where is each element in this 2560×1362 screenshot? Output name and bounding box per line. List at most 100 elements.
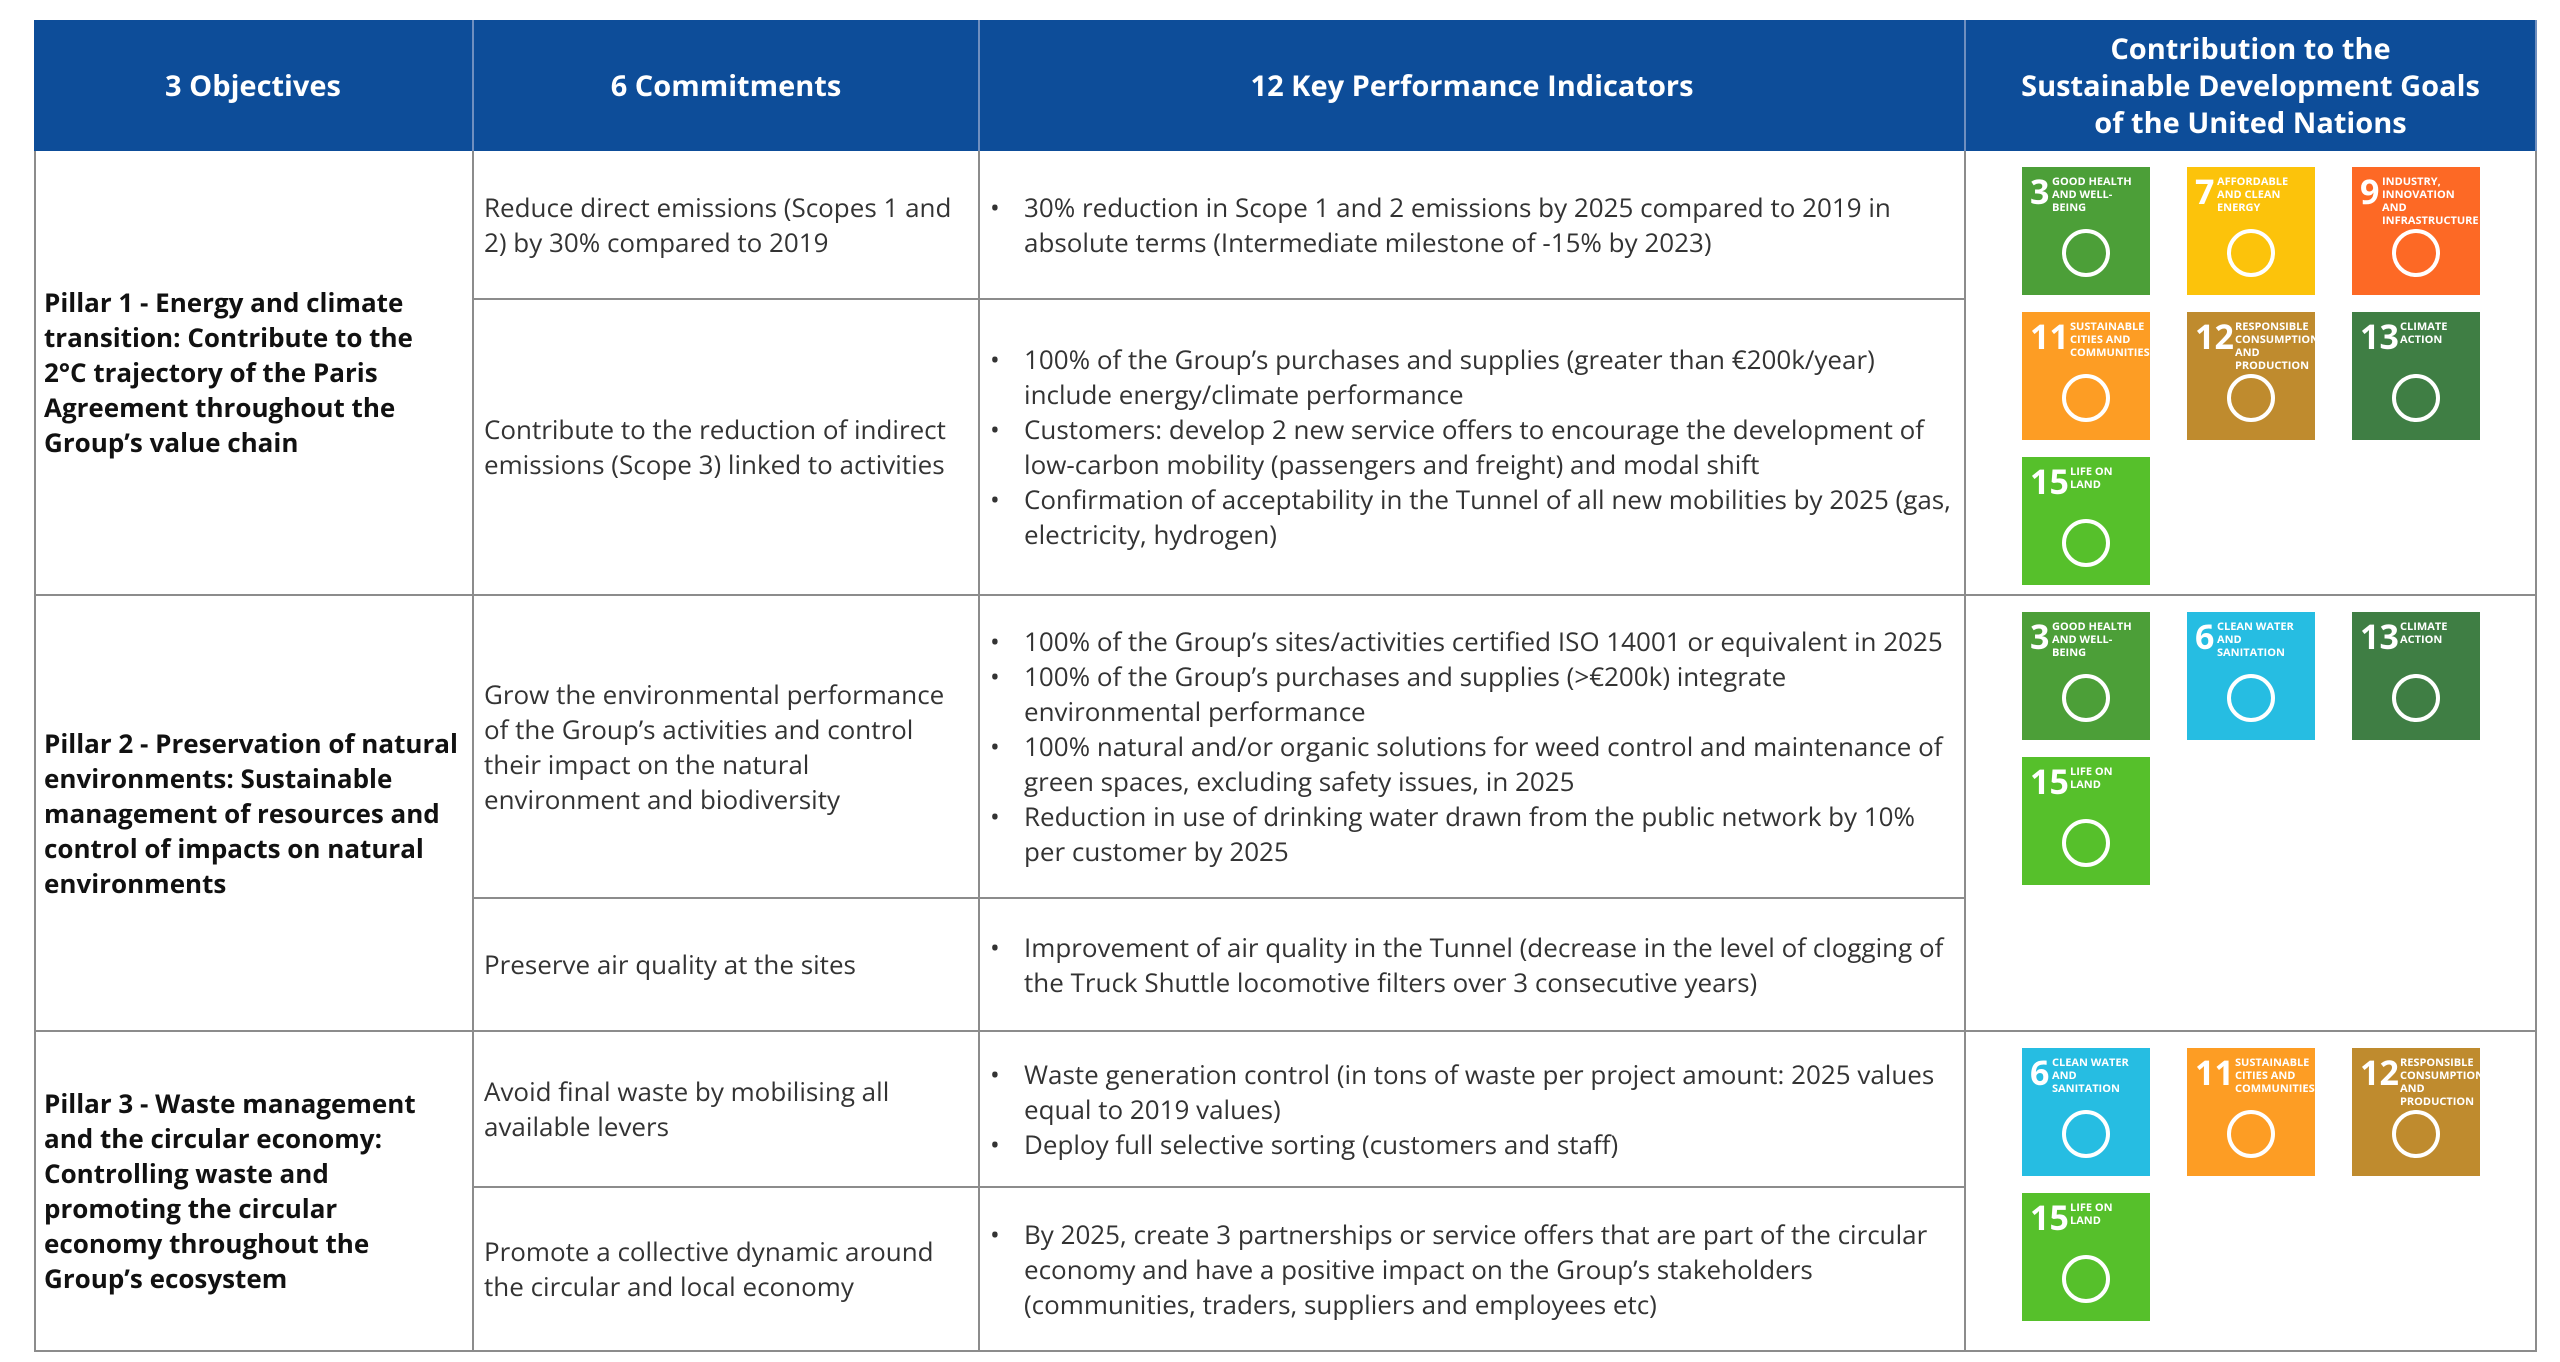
sdg-number: 15 (2030, 758, 2069, 804)
kpi-cell: Improvement of air quality in the Tunnel… (980, 899, 1966, 1032)
table-frame (34, 151, 2537, 1352)
kpi-item: Deploy full selective sorting (customers… (990, 1126, 1956, 1162)
kpi-list: 100% of the Group’s purchases and suppli… (980, 342, 1964, 552)
sdg-number: 6 (2030, 1049, 2050, 1095)
sdg-label: Industry, innovation and infrastructure (2382, 174, 2479, 228)
sdg-icon: 6 Clean water and sanitation (2022, 1048, 2150, 1176)
kpi-item: Improvement of air quality in the Tunnel… (990, 929, 1956, 1000)
sdg-symbol (2227, 1110, 2275, 1158)
sdg-symbol (2062, 519, 2110, 567)
sdg-icon: 11 Sustainable cities and communities (2187, 1048, 2315, 1176)
kpi-item: 100% of the Group’s purchases and suppli… (990, 659, 1956, 729)
kpi-cell: 100% of the Group’s purchases and suppli… (980, 300, 1966, 596)
sdg-symbol (2062, 374, 2110, 422)
kpi-cell: 100% of the Group’s sites/activities cer… (980, 596, 1966, 899)
header-line: 6 Commitments (610, 66, 842, 105)
commitment-cell: Reduce direct emissions (Scopes 1 and 2)… (474, 151, 980, 300)
sdg-label: Clean water and sanitation (2217, 619, 2294, 660)
kpi-item: Waste generation control (in tons of was… (990, 1056, 1956, 1127)
kpi-cell: By 2025, create 3 partnerships or servic… (980, 1188, 1966, 1352)
header-line: Contribution to the (2110, 29, 2391, 68)
sdg-symbol (2227, 374, 2275, 422)
header-line: 3 Objectives (165, 66, 341, 105)
commitment-cell: Grow the environmental performance of th… (474, 596, 980, 899)
sdg-symbol (2062, 1255, 2110, 1303)
commitment-text: Preserve air quality at the sites (484, 946, 856, 982)
commitment-text: Reduce direct emissions (Scopes 1 and 2)… (484, 188, 952, 260)
sdg-icon: 13 Climate action (2352, 612, 2480, 740)
sdg-label: Climate action (2400, 319, 2448, 347)
objective-cell: Pillar 3 - Waste management and the circ… (34, 1032, 474, 1352)
sdg-label: Sustainable cities and communities (2235, 1055, 2315, 1096)
commitment-cell: Preserve air quality at the sites (474, 899, 980, 1032)
header-line: Sustainable Development Goals (2021, 66, 2480, 105)
kpi-cell: 30% reduction in Scope 1 and 2 emissions… (980, 151, 1966, 300)
commitment-text: Grow the environmental performance of th… (484, 675, 945, 817)
sdg-icon: 12 Responsible consumption and production (2187, 312, 2320, 440)
sdg-symbol (2062, 229, 2110, 277)
sdg-icon: 6 Clean water and sanitation (2187, 612, 2315, 740)
sdg-symbol (2227, 674, 2275, 722)
kpi-item: 100% of the Group’s sites/activities cer… (990, 624, 1956, 660)
commitment-text: Contribute to the reduction of indirect … (484, 411, 946, 482)
sdg-symbol (2392, 374, 2440, 422)
kpi-item: 100% natural and/or organic solutions fo… (990, 729, 1956, 799)
kpi-item: Confirmation of acceptability in the Tun… (990, 482, 1956, 552)
sdg-number: 6 (2195, 613, 2215, 659)
sdg-icon: 3 Good health and well-being (2022, 612, 2150, 740)
commitment-text: Promote a collective dynamic around the … (484, 1233, 934, 1304)
header-cell: Contribution to the Sustainable Developme… (1966, 20, 2537, 151)
header-cell: 3 Objectives (34, 20, 474, 151)
sdg-number: 11 (2030, 313, 2069, 359)
kpi-item: Reduction in use of drinking water drawn… (990, 799, 1956, 869)
sdg-symbol (2392, 1110, 2440, 1158)
sdg-symbol (2062, 674, 2110, 722)
objective-cell: Pillar 2 - Preservation of natural envir… (34, 596, 474, 1032)
objective-text: Pillar 1 - Energy and climate transition… (44, 284, 413, 460)
header-cell: 6 Commitments (474, 20, 980, 151)
sdg-icon: 3 Good health and well-being (2022, 167, 2150, 295)
kpi-list: Improvement of air quality in the Tunnel… (980, 929, 1964, 1000)
sdg-icon: 13 Climate action (2352, 312, 2480, 440)
sdg-number: 13 (2360, 313, 2399, 359)
kpi-list: 100% of the Group’s sites/activities cer… (980, 624, 1964, 869)
sdg-cell (1966, 596, 2537, 1032)
sdg-label: Responsible consumption and production (2235, 319, 2320, 373)
sdg-number: 13 (2360, 613, 2399, 659)
sdg-label: Affordable and clean energy (2217, 174, 2289, 215)
sdg-label: Climate action (2400, 619, 2448, 647)
sdg-symbol (2227, 229, 2275, 277)
sdg-icon: 9 Industry, innovation and infrastructure (2352, 167, 2480, 295)
kpi-item: By 2025, create 3 partnerships or servic… (990, 1216, 1956, 1322)
sdg-label: Sustainable cities and communities (2070, 319, 2150, 360)
sdg-cell (1966, 1032, 2537, 1352)
sdg-number: 7 (2195, 168, 2215, 214)
sdg-number: 3 (2030, 168, 2050, 214)
commitment-cell: Contribute to the reduction of indirect … (474, 300, 980, 596)
commitment-text: Avoid final waste by mobilising all avai… (484, 1073, 890, 1144)
sdg-icon: 7 Affordable and clean energy (2187, 167, 2315, 295)
kpi-list: 30% reduction in Scope 1 and 2 emissions… (980, 189, 1964, 260)
kpi-cell: Waste generation control (in tons of was… (980, 1032, 1966, 1188)
sdg-symbol (2392, 674, 2440, 722)
sdg-label: Good health and well-being (2052, 619, 2132, 660)
header-line: 12 Key Performance Indicators (1250, 66, 1694, 105)
commitment-cell: Avoid final waste by mobilising all avai… (474, 1032, 980, 1188)
sdg-label: Good health and well-being (2052, 174, 2132, 215)
sdg-number: 11 (2195, 1049, 2234, 1095)
sdg-label: Responsible consumption and production (2400, 1055, 2485, 1109)
kpi-list: By 2025, create 3 partnerships or servic… (980, 1216, 1964, 1322)
commitment-cell: Promote a collective dynamic around the … (474, 1188, 980, 1352)
header-cell: 12 Key Performance Indicators (980, 20, 1966, 151)
sdg-icon: 12 Responsible consumption and production (2352, 1048, 2485, 1176)
sdg-symbol (2062, 1110, 2110, 1158)
sdg-number: 12 (2360, 1049, 2399, 1095)
sdg-number: 15 (2030, 458, 2069, 504)
sdg-label: Clean water and sanitation (2052, 1055, 2129, 1096)
sdg-symbol (2392, 229, 2440, 277)
